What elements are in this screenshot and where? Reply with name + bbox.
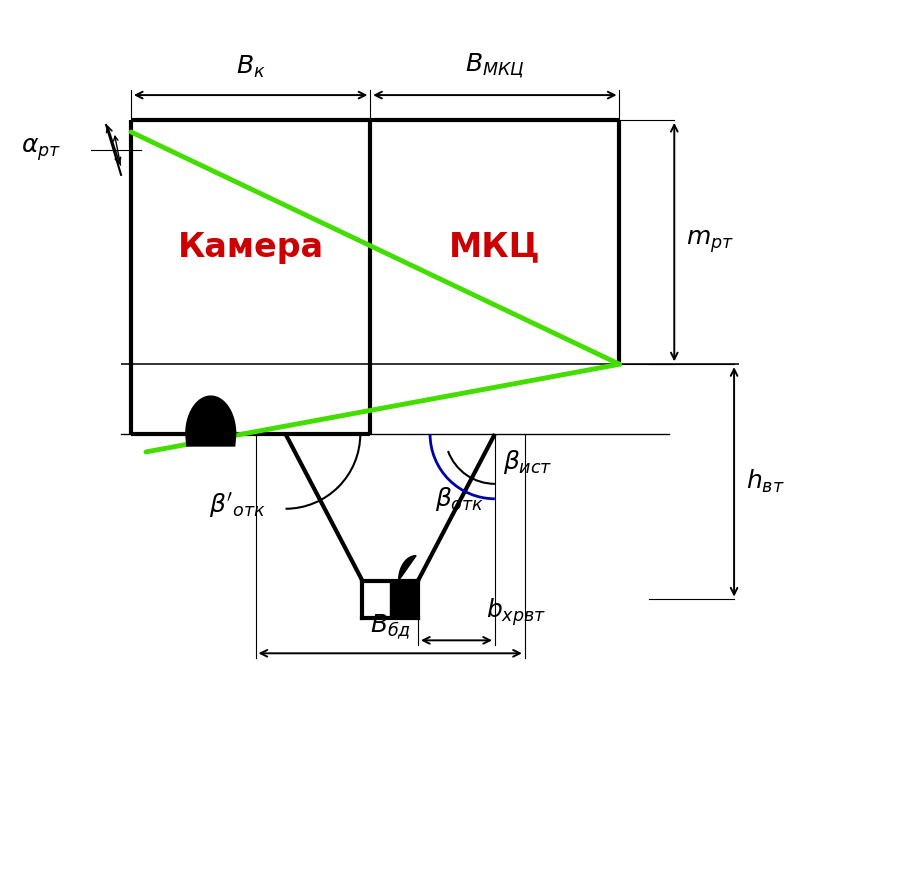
Text: МКЦ: МКЦ [449,230,540,263]
Text: $B_{\mathregular{МКЦ}}$: $B_{\mathregular{МКЦ}}$ [465,51,525,80]
Text: $m_{\mathregular{рт}}$: $m_{\mathregular{рт}}$ [686,229,734,255]
Text: $\beta'_{\mathregular{отк}}$: $\beta'_{\mathregular{отк}}$ [209,491,265,521]
Polygon shape [398,555,416,580]
Text: $\alpha_{\mathregular{рт}}$: $\alpha_{\mathregular{рт}}$ [21,136,61,163]
Text: $b_{\mathregular{хр вт}}$: $b_{\mathregular{хр вт}}$ [486,597,547,628]
Text: $\beta_{\mathregular{отк}}$: $\beta_{\mathregular{отк}}$ [435,485,485,513]
Text: $h_{\mathregular{вт}}$: $h_{\mathregular{вт}}$ [746,468,785,495]
Text: $\beta_{\mathregular{ист}}$: $\beta_{\mathregular{ист}}$ [503,448,552,476]
Text: $B_{\mathregular{к}}$: $B_{\mathregular{к}}$ [236,54,265,80]
Polygon shape [186,396,236,434]
Polygon shape [390,580,418,619]
Polygon shape [186,434,236,446]
Text: $B_{\mathregular{бд}}$: $B_{\mathregular{бд}}$ [369,613,411,641]
Text: Камера: Камера [178,230,324,263]
